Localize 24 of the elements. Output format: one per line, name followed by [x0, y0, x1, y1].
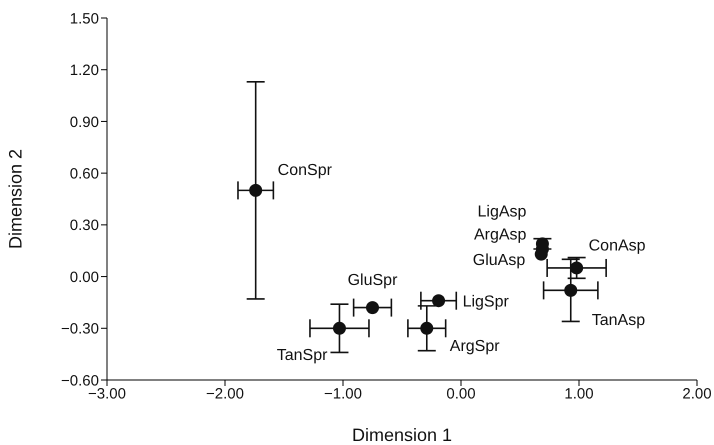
y-axis-title: Dimension 2 [5, 148, 26, 250]
annotation: ConSpr [278, 162, 333, 179]
annotation: ConAsp [588, 238, 646, 255]
x-tick-label: −1.00 [324, 386, 362, 403]
x-tick-label: 1.00 [564, 386, 594, 403]
y-tick-label: 1.20 [70, 62, 99, 80]
annotation: ArgSpr [450, 338, 500, 355]
x-tick-label: 0.00 [446, 386, 476, 403]
y-tick-label: 1.50 [70, 10, 99, 28]
annotation: TanAsp [592, 312, 646, 329]
annotation: LigAsp [478, 203, 527, 220]
y-tick-label: 0.90 [70, 114, 99, 131]
x-tick-label: 2.00 [682, 386, 712, 403]
annotation: ArgAsp [474, 226, 527, 244]
annotation: GluAsp [472, 252, 526, 269]
x-axis-title: Dimension 1 [352, 425, 452, 445]
annotation: GluSpr [348, 272, 398, 290]
y-tick-label: −0.30 [61, 320, 99, 338]
y-tick-label: 0.30 [70, 217, 99, 234]
annotation: TanSpr [276, 346, 328, 364]
y-tick-label: 0.60 [70, 165, 99, 182]
y-tick-label: 0.00 [70, 268, 99, 286]
annotation: LigSpr [462, 293, 510, 310]
x-tick-label: −2.00 [206, 386, 244, 403]
